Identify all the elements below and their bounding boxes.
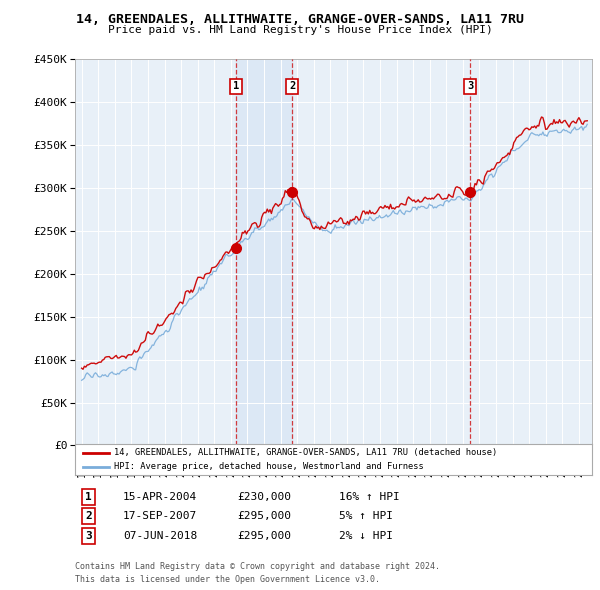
Text: £295,000: £295,000: [237, 512, 291, 521]
Text: Contains HM Land Registry data © Crown copyright and database right 2024.: Contains HM Land Registry data © Crown c…: [75, 562, 440, 571]
Text: 2% ↓ HPI: 2% ↓ HPI: [339, 531, 393, 540]
Text: 5% ↑ HPI: 5% ↑ HPI: [339, 512, 393, 521]
Text: 3: 3: [467, 81, 473, 91]
Text: This data is licensed under the Open Government Licence v3.0.: This data is licensed under the Open Gov…: [75, 575, 380, 584]
Text: 07-JUN-2018: 07-JUN-2018: [123, 531, 197, 540]
Text: 1: 1: [233, 81, 239, 91]
Text: HPI: Average price, detached house, Westmorland and Furness: HPI: Average price, detached house, West…: [114, 462, 424, 471]
Text: £295,000: £295,000: [237, 531, 291, 540]
Text: 16% ↑ HPI: 16% ↑ HPI: [339, 492, 400, 502]
Text: £230,000: £230,000: [237, 492, 291, 502]
Text: 15-APR-2004: 15-APR-2004: [123, 492, 197, 502]
Text: 17-SEP-2007: 17-SEP-2007: [123, 512, 197, 521]
Text: 2: 2: [85, 512, 92, 521]
Text: 14, GREENDALES, ALLITHWAITE, GRANGE-OVER-SANDS, LA11 7RU (detached house): 14, GREENDALES, ALLITHWAITE, GRANGE-OVER…: [114, 448, 497, 457]
Text: 2: 2: [289, 81, 295, 91]
Text: 3: 3: [85, 531, 92, 540]
Text: Price paid vs. HM Land Registry's House Price Index (HPI): Price paid vs. HM Land Registry's House …: [107, 25, 493, 35]
Text: 14, GREENDALES, ALLITHWAITE, GRANGE-OVER-SANDS, LA11 7RU: 14, GREENDALES, ALLITHWAITE, GRANGE-OVER…: [76, 13, 524, 26]
Bar: [236, 59, 292, 445]
Text: 1: 1: [85, 492, 92, 502]
